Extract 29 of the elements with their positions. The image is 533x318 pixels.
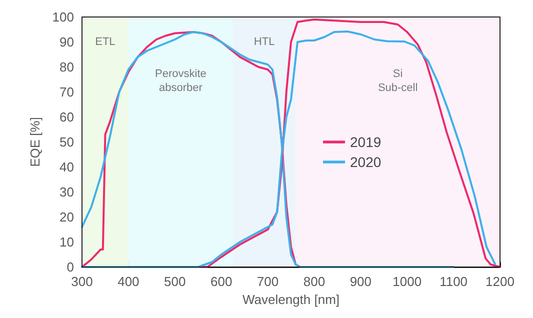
x-tick-label: 300 xyxy=(71,274,93,289)
y-tick-label: 10 xyxy=(60,234,74,250)
y-tick-label: 40 xyxy=(60,160,74,174)
legend-label: 2019 xyxy=(350,134,382,150)
band-label: ETL xyxy=(95,36,116,48)
y-tick-label: 100 xyxy=(52,10,74,24)
x-tick-label: 400 xyxy=(118,274,140,289)
y-tick-label: 80 xyxy=(60,60,74,74)
x-tick-label: 800 xyxy=(303,274,326,289)
x-tick-label: 1100 xyxy=(440,274,468,289)
band-label: HTL xyxy=(254,36,275,48)
x-tick-label: 1200 xyxy=(486,274,514,289)
legend-label: 2020 xyxy=(350,154,382,170)
band-label: Si Sub-cell xyxy=(378,68,418,94)
x-tick-label: 900 xyxy=(350,274,372,289)
x-tick-label: 500 xyxy=(164,274,186,289)
y-tick-label: 0 xyxy=(66,260,74,274)
y-tick-label: 20 xyxy=(60,210,74,224)
x-tick-label: 600 xyxy=(210,274,232,289)
x-axis-title: Wavelength [nm] xyxy=(242,292,340,307)
y-axis-title: EQE [%] xyxy=(27,117,42,167)
y-tick-label: 30 xyxy=(60,184,74,200)
y-tick-label: 60 xyxy=(60,110,74,124)
x-tick-label: 1000 xyxy=(392,274,422,289)
x-tick-label: 700 xyxy=(256,274,279,289)
y-tick-label: 70 xyxy=(60,84,74,100)
y-tick-label: 50 xyxy=(60,134,74,150)
band-label: Perovskite absorber xyxy=(155,68,206,94)
y-tick-label: 90 xyxy=(60,34,74,50)
